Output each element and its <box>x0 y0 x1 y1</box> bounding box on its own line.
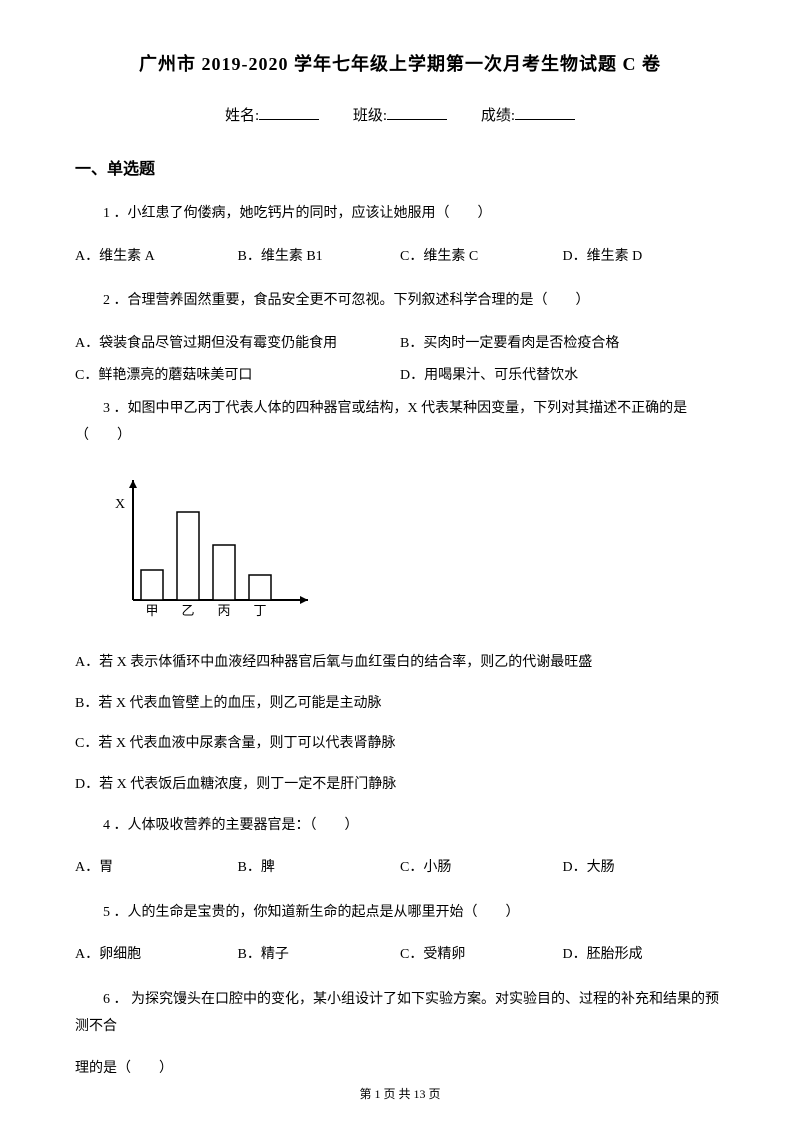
q4-opt-d[interactable]: D．大肠 <box>563 855 726 882</box>
exam-title: 广州市 2019-2020 学年七年级上学期第一次月考生物试题 C 卷 <box>75 50 725 76</box>
q3-chart: X 甲 乙 丙 丁 <box>103 465 725 630</box>
q3-text: 3 ．如图中甲乙丙丁代表人体的四种器官或结构，X 代表某种因变量，下列对其描述不… <box>75 396 725 449</box>
q4-text: 4 ．人体吸收营养的主要器官是：（ ） <box>75 813 725 840</box>
section-1-heading: 一、单选题 <box>75 155 725 179</box>
q6-text-line2: 理的是（ ） <box>75 1056 725 1083</box>
q1-opt-a[interactable]: A．维生素 A <box>75 244 238 271</box>
svg-text:丙: 丙 <box>217 603 230 618</box>
q2-opt-b[interactable]: B．买肉时一定要看肉是否检疫合格 <box>400 331 725 358</box>
q3-opt-d[interactable]: D．若 X 代表饭后血糖浓度，则丁一定不是肝门静脉 <box>75 772 725 799</box>
q2-text: 2 ．合理营养固然重要，食品安全更不可忽视。下列叙述科学合理的是（ ） <box>75 288 725 315</box>
svg-text:X: X <box>115 497 125 512</box>
name-label: 姓名: <box>225 108 259 124</box>
q4-opt-b[interactable]: B．脾 <box>238 855 401 882</box>
q2-opt-c[interactable]: C．鲜艳漂亮的蘑菇味美可口 <box>75 363 400 390</box>
q5-opt-d[interactable]: D．胚胎形成 <box>563 942 726 969</box>
q3-opt-a[interactable]: A．若 X 表示体循环中血液经四种器官后氧与血红蛋白的结合率，则乙的代谢最旺盛 <box>75 650 725 677</box>
class-label: 班级: <box>353 108 387 124</box>
q6-text-line1: 6 ． 为探究馒头在口腔中的变化，某小组设计了如下实验方案。对实验目的、过程的补… <box>75 987 725 1040</box>
q5-opt-b[interactable]: B．精子 <box>238 942 401 969</box>
q1-text: 1 ．小红患了佝偻病，她吃钙片的同时，应该让她服用（ ） <box>75 201 725 228</box>
q1-opt-b[interactable]: B．维生素 B1 <box>238 244 401 271</box>
student-info-line: 姓名: 班级: 成绩: <box>75 104 725 125</box>
score-label: 成绩: <box>481 108 515 124</box>
q3-opt-c[interactable]: C．若 X 代表血液中尿素含量，则丁可以代表肾静脉 <box>75 731 725 758</box>
q5-text: 5 ．人的生命是宝贵的，你知道新生命的起点是从哪里开始（ ） <box>75 900 725 927</box>
svg-text:甲: 甲 <box>145 603 158 618</box>
svg-text:乙: 乙 <box>181 603 194 618</box>
q1-opt-c[interactable]: C．维生素 C <box>400 244 563 271</box>
class-blank[interactable] <box>387 106 447 120</box>
q5-options: A．卵细胞 B．精子 C．受精卵 D．胚胎形成 <box>75 942 725 969</box>
q4-options: A．胃 B．脾 C．小肠 D．大肠 <box>75 855 725 882</box>
page-footer: 第 1 页 共 13 页 <box>0 1085 800 1102</box>
q4-opt-a[interactable]: A．胃 <box>75 855 238 882</box>
q3-opt-b[interactable]: B．若 X 代表血管壁上的血压，则乙可能是主动脉 <box>75 691 725 718</box>
q4-opt-c[interactable]: C．小肠 <box>400 855 563 882</box>
q5-opt-a[interactable]: A．卵细胞 <box>75 942 238 969</box>
q2-opt-a[interactable]: A．袋装食品尽管过期但没有霉变仍能食用 <box>75 331 400 358</box>
q1-opt-d[interactable]: D．维生素 D <box>563 244 726 271</box>
q1-options: A．维生素 A B．维生素 B1 C．维生素 C D．维生素 D <box>75 244 725 271</box>
score-blank[interactable] <box>515 106 575 120</box>
q2-opt-d[interactable]: D．用喝果汁、可乐代替饮水 <box>400 363 725 390</box>
q5-opt-c[interactable]: C．受精卵 <box>400 942 563 969</box>
svg-text:丁: 丁 <box>253 603 266 618</box>
name-blank[interactable] <box>259 106 319 120</box>
q2-options: A．袋装食品尽管过期但没有霉变仍能食用 B．买肉时一定要看肉是否检疫合格 C．鲜… <box>75 331 725 390</box>
